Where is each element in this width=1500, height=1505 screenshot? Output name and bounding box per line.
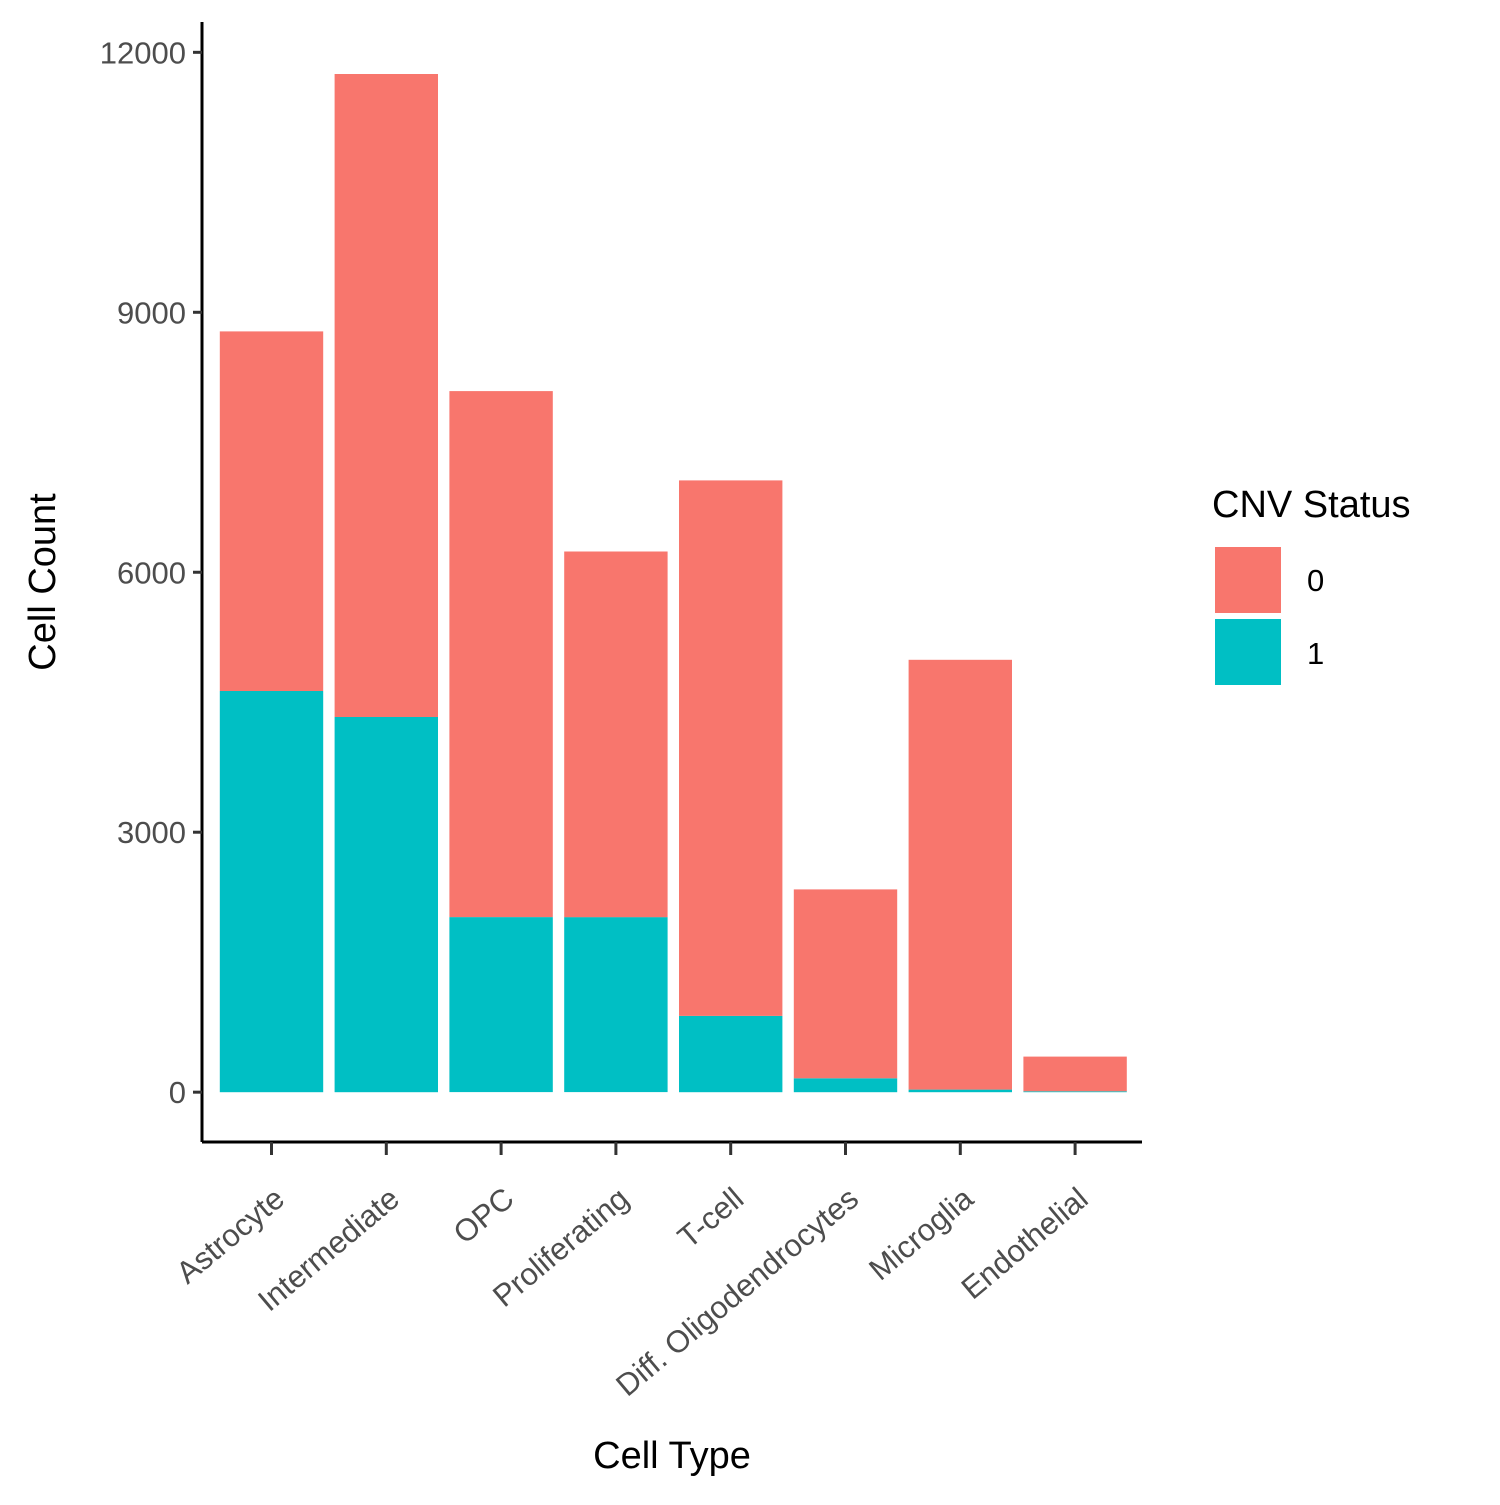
bar-endothelial-cnv-0 [1023, 1056, 1127, 1092]
bars-layer [219, 74, 1127, 1093]
bar-t-cell-cnv-1 [679, 1015, 783, 1093]
x-axis-title: Cell Type [593, 1435, 751, 1477]
bar-intermediate-cnv-0 [334, 74, 438, 717]
bar-astrocyte-cnv-1 [219, 691, 324, 1093]
axes-layer [200, 22, 1142, 1144]
bar-opc-cnv-1 [449, 917, 553, 1093]
bar-intermediate-cnv-1 [334, 717, 438, 1093]
y-axis-title: Cell Count [22, 493, 64, 671]
y-tick-label: 3000 [117, 815, 186, 850]
bar-endothelial-cnv-1 [1023, 1091, 1127, 1093]
bar-t-cell-cnv-0 [679, 480, 783, 1016]
legend-title: CNV Status [1212, 484, 1411, 526]
y-axis-ticks: 0 3000 6000 9000 12000 [100, 35, 202, 1110]
x-tick-label: OPC [447, 1181, 521, 1251]
legend-swatch-1 [1215, 619, 1281, 685]
legend: CNV Status 0 1 [1212, 484, 1411, 685]
bar-microglia-cnv-1 [908, 1089, 1012, 1093]
bar-proliferating-cnv-0 [564, 551, 668, 918]
y-tick-label: 9000 [117, 295, 186, 330]
x-tick-label: T-cell [671, 1181, 750, 1255]
y-tick-label: 6000 [117, 555, 186, 590]
legend-label-1: 1 [1307, 636, 1324, 671]
legend-label-0: 0 [1307, 563, 1324, 598]
bar-proliferating-cnv-1 [564, 917, 668, 1093]
y-tick-label: 12000 [100, 35, 186, 70]
y-tick-label: 0 [169, 1075, 186, 1110]
x-tick-label: Endothelial [955, 1181, 1095, 1306]
bar-astrocyte-cnv-0 [219, 331, 324, 691]
legend-swatch-0 [1215, 547, 1281, 613]
bar-microglia-cnv-0 [908, 659, 1012, 1090]
bar-opc-cnv-0 [449, 391, 553, 918]
x-tick-label: Microglia [862, 1180, 980, 1287]
bar-diff-oligodendrocytes-cnv-0 [793, 889, 898, 1079]
bar-diff-oligodendrocytes-cnv-1 [793, 1078, 898, 1093]
